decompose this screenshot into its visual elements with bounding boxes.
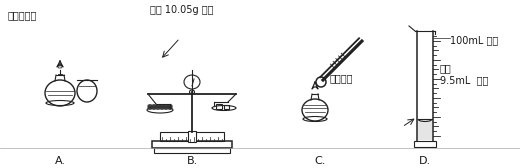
Ellipse shape (156, 105, 160, 107)
Text: 液体加热: 液体加热 (330, 73, 354, 83)
Text: 称量 10.05g 固体: 称量 10.05g 固体 (150, 5, 214, 15)
Text: A.: A. (55, 156, 66, 166)
Ellipse shape (189, 90, 194, 94)
Ellipse shape (164, 105, 168, 107)
Ellipse shape (168, 107, 172, 109)
Ellipse shape (152, 107, 156, 109)
Polygon shape (312, 82, 318, 89)
Text: D.: D. (419, 156, 431, 166)
Ellipse shape (160, 107, 164, 109)
Ellipse shape (152, 105, 156, 107)
Ellipse shape (160, 105, 164, 107)
Text: C.: C. (314, 156, 326, 166)
Text: 100mL 量筒: 100mL 量筒 (450, 35, 498, 45)
FancyBboxPatch shape (418, 119, 432, 140)
Ellipse shape (168, 105, 172, 107)
Polygon shape (57, 61, 63, 67)
Ellipse shape (148, 105, 152, 107)
Text: 量取: 量取 (440, 63, 452, 73)
Text: B.: B. (186, 156, 198, 166)
Ellipse shape (148, 107, 152, 109)
Ellipse shape (164, 107, 168, 109)
FancyBboxPatch shape (188, 131, 196, 142)
Text: 点燃酒精灯: 点燃酒精灯 (8, 10, 37, 20)
Text: 9.5mL  液体: 9.5mL 液体 (440, 75, 488, 85)
Ellipse shape (156, 107, 160, 109)
